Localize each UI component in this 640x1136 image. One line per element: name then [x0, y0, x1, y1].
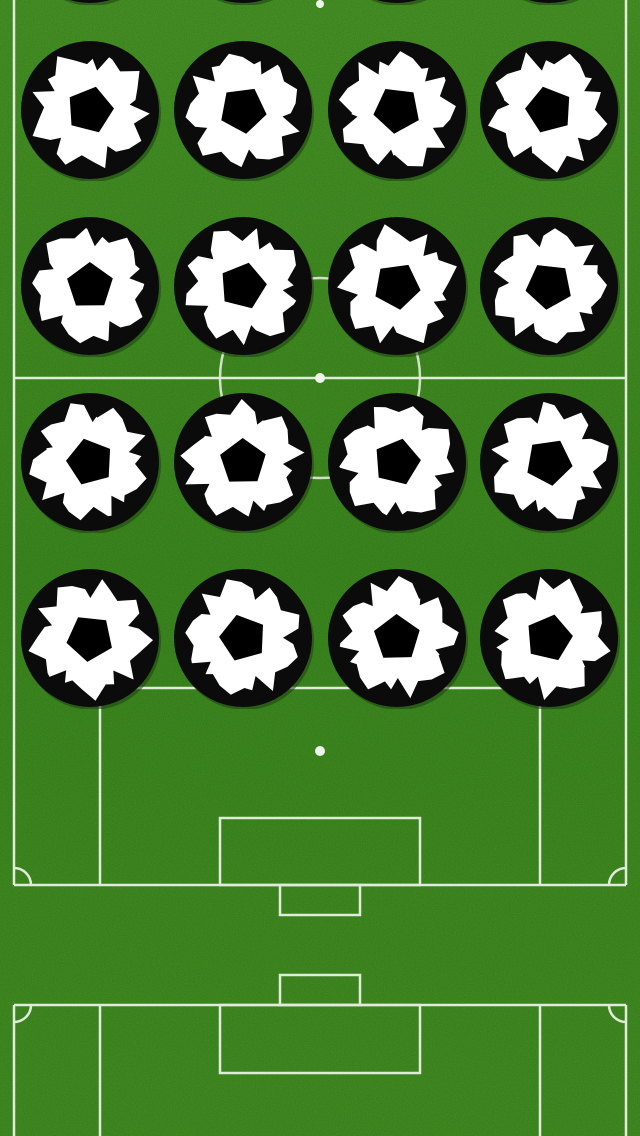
soccer-ball-icon[interactable] — [326, 215, 468, 357]
soccer-ball-icon[interactable] — [19, 567, 161, 709]
soccer-ball-icon[interactable] — [19, 215, 161, 357]
pitch-lines — [12, 0, 628, 1136]
lower-corner-arc-right — [607, 1004, 627, 1024]
soccer-ball-icon[interactable] — [478, 215, 620, 357]
soccer-ball-icon[interactable] — [478, 0, 620, 5]
top-spot — [316, 0, 324, 8]
corner-arc-left — [13, 866, 33, 886]
soccer-ball-icon[interactable] — [172, 39, 314, 181]
soccer-ball-icon[interactable] — [172, 215, 314, 357]
soccer-ball-icon[interactable] — [19, 391, 161, 533]
soccer-ball-icon[interactable] — [19, 0, 161, 5]
soccer-ball-icon[interactable] — [478, 567, 620, 709]
lower-corner-arc-left — [13, 1004, 33, 1024]
soccer-ball-icon[interactable] — [326, 39, 468, 181]
soccer-ball-icon[interactable] — [478, 39, 620, 181]
soccer-ball-icon[interactable] — [172, 567, 314, 709]
soccer-ball-icon[interactable] — [326, 567, 468, 709]
soccer-ball-icon[interactable] — [172, 391, 314, 533]
soccer-ball-icon[interactable] — [326, 391, 468, 533]
lower-goal-area — [218, 1003, 422, 1075]
center-spot — [315, 373, 325, 383]
corner-arc-right — [607, 866, 627, 886]
soccer-ball-icon[interactable] — [19, 39, 161, 181]
soccer-ball-icon[interactable] — [172, 0, 314, 5]
pitch-spots — [315, 0, 325, 756]
soccer-ball-icon[interactable] — [326, 0, 468, 5]
goal — [278, 883, 362, 917]
center-circle — [218, 276, 422, 480]
penalty-spot — [315, 746, 325, 756]
soccer-ball-icon[interactable] — [478, 391, 620, 533]
